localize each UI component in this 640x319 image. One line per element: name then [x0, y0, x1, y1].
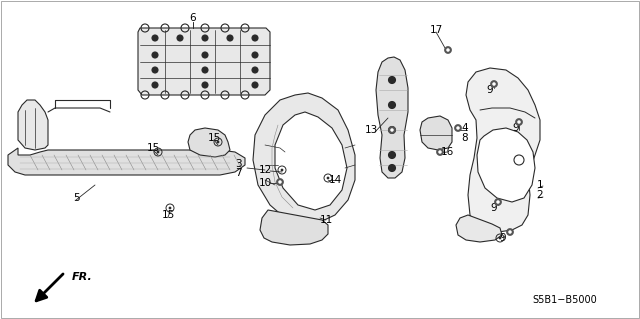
- Circle shape: [445, 47, 451, 54]
- Polygon shape: [18, 100, 48, 150]
- Circle shape: [152, 52, 158, 58]
- Circle shape: [202, 82, 208, 88]
- Circle shape: [278, 180, 282, 184]
- Circle shape: [438, 150, 442, 154]
- Text: S5B1−B5000: S5B1−B5000: [532, 295, 597, 305]
- Circle shape: [388, 152, 396, 159]
- Circle shape: [456, 126, 460, 130]
- Text: 4: 4: [461, 123, 468, 133]
- Text: 17: 17: [429, 25, 443, 35]
- Circle shape: [388, 127, 396, 133]
- Circle shape: [152, 82, 158, 88]
- Text: 16: 16: [440, 147, 454, 157]
- Text: 13: 13: [364, 125, 378, 135]
- Circle shape: [252, 35, 258, 41]
- Circle shape: [499, 237, 501, 239]
- Circle shape: [252, 82, 258, 88]
- Circle shape: [388, 127, 396, 133]
- Circle shape: [157, 151, 159, 153]
- Circle shape: [517, 120, 521, 124]
- Circle shape: [202, 35, 208, 41]
- Polygon shape: [376, 57, 408, 178]
- Circle shape: [490, 80, 497, 87]
- Text: FR.: FR.: [72, 272, 93, 282]
- Circle shape: [495, 198, 502, 205]
- Text: 9: 9: [486, 85, 493, 95]
- Polygon shape: [275, 112, 347, 210]
- Polygon shape: [8, 148, 245, 175]
- Circle shape: [496, 200, 500, 204]
- Circle shape: [152, 35, 158, 41]
- Circle shape: [446, 48, 450, 52]
- Circle shape: [388, 165, 396, 172]
- Circle shape: [252, 52, 258, 58]
- Circle shape: [454, 124, 461, 131]
- Circle shape: [168, 207, 172, 209]
- Circle shape: [506, 228, 513, 235]
- Circle shape: [326, 177, 330, 179]
- Circle shape: [280, 169, 284, 171]
- Polygon shape: [466, 68, 540, 232]
- Circle shape: [227, 35, 233, 41]
- Polygon shape: [420, 116, 452, 150]
- Text: 9: 9: [491, 203, 497, 213]
- Polygon shape: [253, 93, 355, 224]
- Circle shape: [202, 52, 208, 58]
- Circle shape: [492, 82, 496, 86]
- Text: 15: 15: [147, 143, 159, 153]
- Circle shape: [177, 35, 183, 41]
- Circle shape: [508, 230, 512, 234]
- Circle shape: [202, 67, 208, 73]
- Text: 11: 11: [319, 215, 333, 225]
- Circle shape: [388, 101, 396, 108]
- Circle shape: [390, 128, 394, 132]
- Text: 8: 8: [461, 133, 468, 143]
- Text: 9: 9: [513, 123, 519, 133]
- Text: 12: 12: [259, 165, 271, 175]
- Text: 6: 6: [189, 13, 196, 23]
- Text: 15: 15: [161, 210, 175, 220]
- Circle shape: [276, 179, 284, 186]
- Circle shape: [152, 67, 158, 73]
- Text: 1: 1: [537, 180, 543, 190]
- Polygon shape: [477, 128, 535, 202]
- Circle shape: [216, 141, 220, 144]
- Polygon shape: [456, 215, 502, 242]
- Text: 15: 15: [207, 133, 221, 143]
- Circle shape: [436, 149, 444, 155]
- Circle shape: [252, 67, 258, 73]
- Polygon shape: [260, 210, 328, 245]
- Text: 7: 7: [235, 168, 241, 178]
- Circle shape: [515, 118, 522, 125]
- Polygon shape: [188, 128, 230, 157]
- Text: 14: 14: [328, 175, 342, 185]
- Circle shape: [388, 77, 396, 84]
- Text: 5: 5: [73, 193, 79, 203]
- Text: 9: 9: [500, 233, 506, 243]
- Polygon shape: [138, 28, 270, 95]
- Text: 10: 10: [259, 178, 271, 188]
- Text: 2: 2: [537, 190, 543, 200]
- Text: 3: 3: [235, 159, 241, 169]
